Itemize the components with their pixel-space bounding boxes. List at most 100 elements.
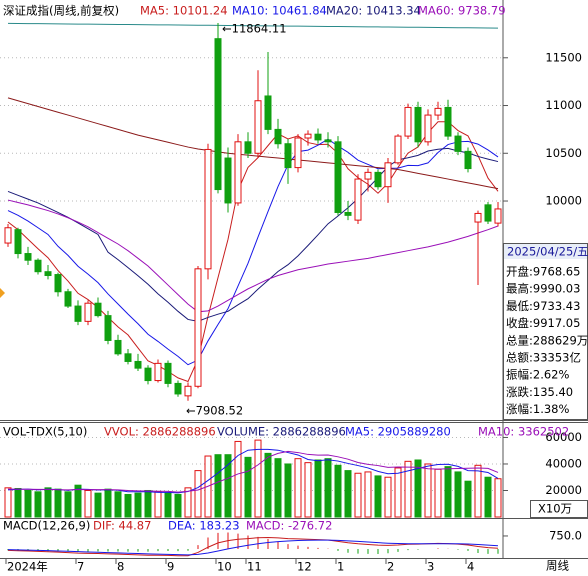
series-line (7, 97, 499, 190)
series-line (7, 138, 499, 366)
volume-bar (444, 466, 452, 518)
y-tick-label: 10500 (545, 146, 582, 160)
candle-body (164, 362, 172, 384)
candle-body (54, 274, 62, 293)
y-tick-label: 750.0 (549, 528, 582, 542)
info-row: 最低:9733.43 (506, 299, 580, 313)
x-tick-label: 7 (77, 560, 84, 574)
candle-body (84, 302, 92, 322)
header-label: VVOL: 2886288896 (104, 425, 216, 439)
legend-entry: MA10: 10461.84 (232, 4, 327, 18)
candle-body (94, 302, 102, 317)
series-line (7, 121, 499, 383)
x-tick-label: 1 (337, 560, 344, 574)
volume-bar (244, 456, 252, 518)
info-date-bg (504, 244, 587, 259)
candle-body (14, 229, 22, 255)
legend-entry: DEA: 183.23 (168, 519, 240, 533)
volume-bar (344, 470, 352, 518)
volume-bar (454, 471, 462, 518)
volume-bar (44, 487, 52, 518)
candle-body (24, 253, 32, 261)
info-row: 涨跌:135.40 (506, 385, 573, 399)
candle-body (254, 100, 262, 154)
candle-body (234, 141, 242, 204)
candle-body (34, 259, 42, 273)
volume-bar (194, 470, 202, 518)
volume-bar (374, 475, 382, 518)
volume-bar (294, 458, 302, 518)
candle-body (304, 133, 312, 139)
volume-bar (144, 489, 152, 518)
period-label: 周线 (546, 559, 569, 573)
volume-bar (424, 463, 432, 518)
info-row: 总额:33353亿 (506, 351, 581, 365)
legend-entry: MACD: -276.72 (246, 519, 332, 533)
volume-bar (364, 471, 372, 518)
candle-body (274, 128, 282, 145)
volume-bar (324, 458, 332, 518)
candle-body (264, 95, 272, 130)
volume-bar (84, 489, 92, 518)
cursor-marker (0, 288, 5, 298)
candle-body (344, 211, 352, 216)
volume-bar (234, 440, 242, 518)
volume-bar (64, 491, 72, 518)
y-tick-label: 11500 (545, 50, 582, 64)
info-row: 振幅:2.62% (506, 368, 569, 382)
candle-body (474, 212, 482, 223)
series-line (7, 22, 499, 29)
legend-entry: MA60: 9738.79 (418, 4, 506, 18)
candle-body (224, 157, 232, 204)
candle-body (174, 382, 182, 395)
volume-bar (154, 491, 162, 518)
series-line (7, 199, 499, 313)
y-tick-label: 10000 (545, 194, 582, 208)
volume-bar (94, 492, 102, 518)
info-date: 2025/04/25/五 (507, 245, 588, 259)
candle-body (104, 315, 112, 341)
candle-body (214, 38, 222, 191)
candle-body (494, 208, 502, 224)
x-tick-label: 9 (167, 560, 174, 574)
panel-title: MACD(12,26,9) (3, 519, 90, 533)
volume-bar (184, 487, 192, 518)
info-row: 开盘:9768.65 (506, 265, 580, 279)
volume-bar (484, 476, 492, 518)
candle-body (414, 106, 422, 143)
y-tick-label: 60000 (545, 430, 582, 444)
panel-title: VOL-TDX(5,10) (3, 425, 87, 439)
volume-bar (404, 460, 412, 518)
x-tick-label: 3 (427, 560, 434, 574)
max-annotation: ←11864.11 (222, 22, 287, 36)
y-tick-label: 40000 (545, 456, 582, 470)
volume-bar (224, 454, 232, 518)
volume-bar (264, 452, 272, 518)
volume-bar (254, 439, 262, 518)
panel-title: 深证成指(周线,前复权) (3, 4, 119, 18)
candle-body (444, 106, 452, 137)
legend-entry: MA5: 10101.24 (140, 4, 228, 18)
candle-body (424, 114, 432, 143)
candle-body (354, 178, 362, 221)
candle-body (144, 367, 152, 382)
x-tick-label: 2024年 (7, 560, 48, 574)
series-line (7, 147, 499, 322)
series-line (7, 539, 499, 556)
candle-body (184, 385, 192, 397)
volume-bar (24, 489, 32, 518)
volume-bar (134, 492, 142, 518)
volume-bar (174, 493, 182, 518)
candle-body (154, 362, 162, 382)
unit-label: X10万 (538, 502, 572, 516)
volume-bar (384, 476, 392, 518)
volume-bar (494, 478, 502, 518)
candle-body (134, 360, 142, 369)
y-tick-label: 11000 (545, 98, 582, 112)
info-row: 收盘:9917.05 (506, 316, 580, 330)
legend-entry: MA10: 3362502 (478, 425, 569, 439)
info-row: 总量:288629万 (506, 333, 588, 347)
series-line (8, 450, 499, 493)
x-tick-label: 12 (297, 560, 312, 574)
